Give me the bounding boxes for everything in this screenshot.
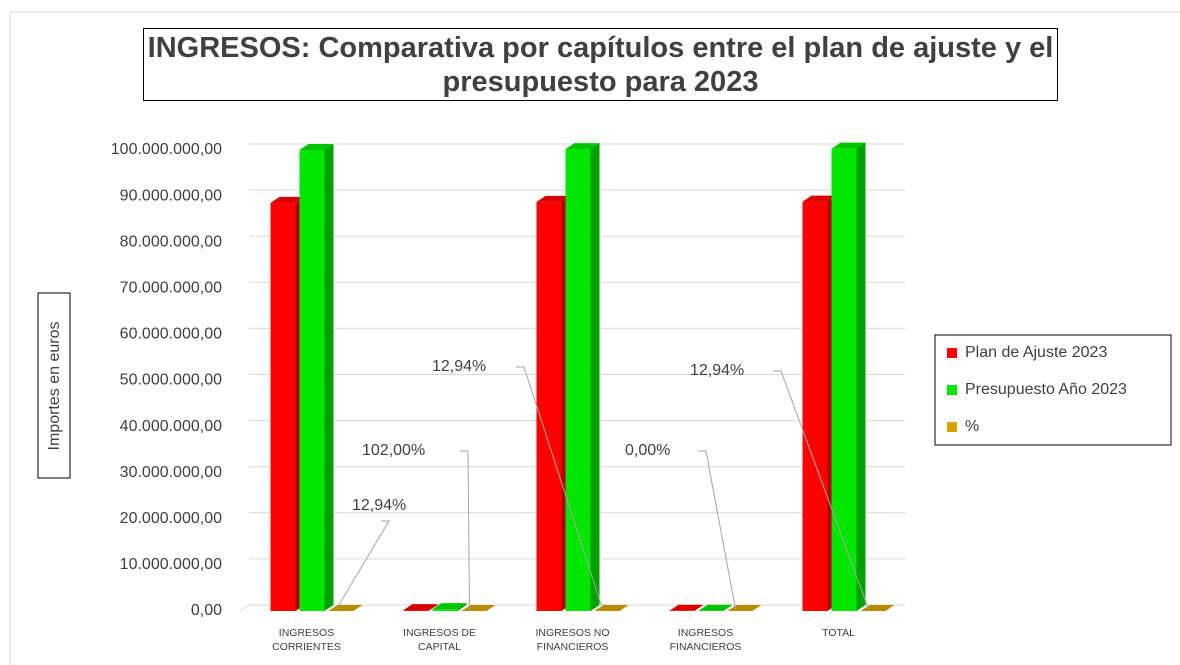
bar-top: [536, 195, 571, 202]
legend-label: Presupuesto Año 2023: [965, 381, 1127, 398]
bar-front: [403, 610, 429, 611]
y-tick-label: 20.000.000,00: [120, 510, 222, 527]
bar-top: [565, 143, 600, 150]
bar: [432, 603, 467, 611]
bar-side: [486, 604, 496, 611]
leader-line: [460, 450, 470, 610]
bar-side: [457, 603, 467, 611]
y-tick-label: 100.000.000,00: [111, 141, 222, 158]
bar-front: [299, 150, 325, 611]
data-label: 12,94%: [690, 362, 744, 379]
chart-title: INGRESOS: Comparativa por capítulos entr…: [143, 28, 1058, 101]
bar: [565, 143, 600, 611]
leader-line: [516, 366, 603, 610]
bar: [299, 144, 334, 611]
leader-line: [698, 450, 736, 610]
legend-swatch: [947, 422, 957, 432]
bar: [270, 196, 305, 611]
y-tick-label: 30.000.000,00: [120, 464, 222, 481]
bar-side: [694, 604, 704, 611]
x-tick-label: INGRESOS NO FINANCIEROS: [535, 627, 610, 653]
bar-front: [802, 201, 828, 611]
bar: [727, 605, 762, 611]
bar: [536, 195, 571, 611]
bar-front: [432, 609, 458, 611]
bar: [669, 604, 704, 611]
bar: [698, 604, 733, 611]
bar-top: [727, 605, 762, 611]
bar: [403, 604, 438, 611]
leader-line: [773, 370, 869, 610]
x-tick-label: INGRESOS CORRIENTES: [272, 627, 341, 653]
data-label: 12,94%: [432, 358, 486, 375]
data-label: 12,94%: [352, 497, 406, 514]
data-label: 102,00%: [362, 442, 425, 459]
bar-top: [328, 604, 363, 611]
floor: [239, 604, 250, 612]
x-tick-label: INGRESOS DE CAPITAL: [403, 627, 476, 653]
bar: [860, 604, 895, 611]
bar: [831, 142, 866, 611]
legend-box: [934, 334, 1172, 446]
y-tick-label: 40.000.000,00: [120, 418, 222, 435]
bar-top: [270, 196, 305, 203]
bar-top: [698, 604, 733, 611]
y-tick-label: 90.000.000,00: [120, 187, 222, 204]
bar-front: [536, 201, 562, 611]
bar: [461, 604, 496, 611]
x-tick-label: INGRESOS FINANCIEROS: [669, 627, 742, 653]
bar: [802, 195, 837, 611]
bar: [594, 604, 629, 611]
bar-front: [831, 148, 857, 611]
bar-top: [860, 604, 895, 611]
bar-side: [723, 604, 733, 611]
bar-top: [594, 604, 629, 611]
y-tick-label: 60.000.000,00: [120, 326, 222, 343]
bar-front: [270, 202, 296, 611]
bar-side: [856, 142, 866, 611]
y-tick-label: 50.000.000,00: [120, 372, 222, 389]
y-tick-label: 0,00: [191, 602, 222, 619]
bar-top: [669, 604, 704, 611]
leader-line: [336, 520, 390, 610]
bar-side: [428, 604, 438, 611]
bar: [328, 604, 363, 611]
legend-swatch: [947, 348, 957, 358]
legend-swatch: [947, 385, 957, 395]
bar-front: [565, 149, 591, 611]
bar-side: [324, 144, 334, 611]
y-tick-label: 10.000.000,00: [120, 556, 222, 573]
data-label: 0,00%: [625, 442, 670, 459]
bar-top: [299, 144, 334, 150]
bar-top: [802, 195, 837, 202]
legend-label: Plan de Ajuste 2023: [965, 344, 1107, 361]
y-label-box: [37, 292, 71, 479]
x-tick-label: TOTAL: [822, 627, 855, 639]
bar-top: [831, 142, 866, 149]
legend-label: %: [965, 418, 979, 435]
bar-top: [461, 604, 496, 611]
bar-top: [432, 603, 467, 610]
bar-side: [590, 143, 600, 611]
y-tick-label: 80.000.000,00: [120, 233, 222, 250]
bar-top: [403, 604, 438, 611]
y-axis-label: Importes en euros: [46, 322, 63, 451]
y-tick-label: 70.000.000,00: [120, 280, 222, 297]
